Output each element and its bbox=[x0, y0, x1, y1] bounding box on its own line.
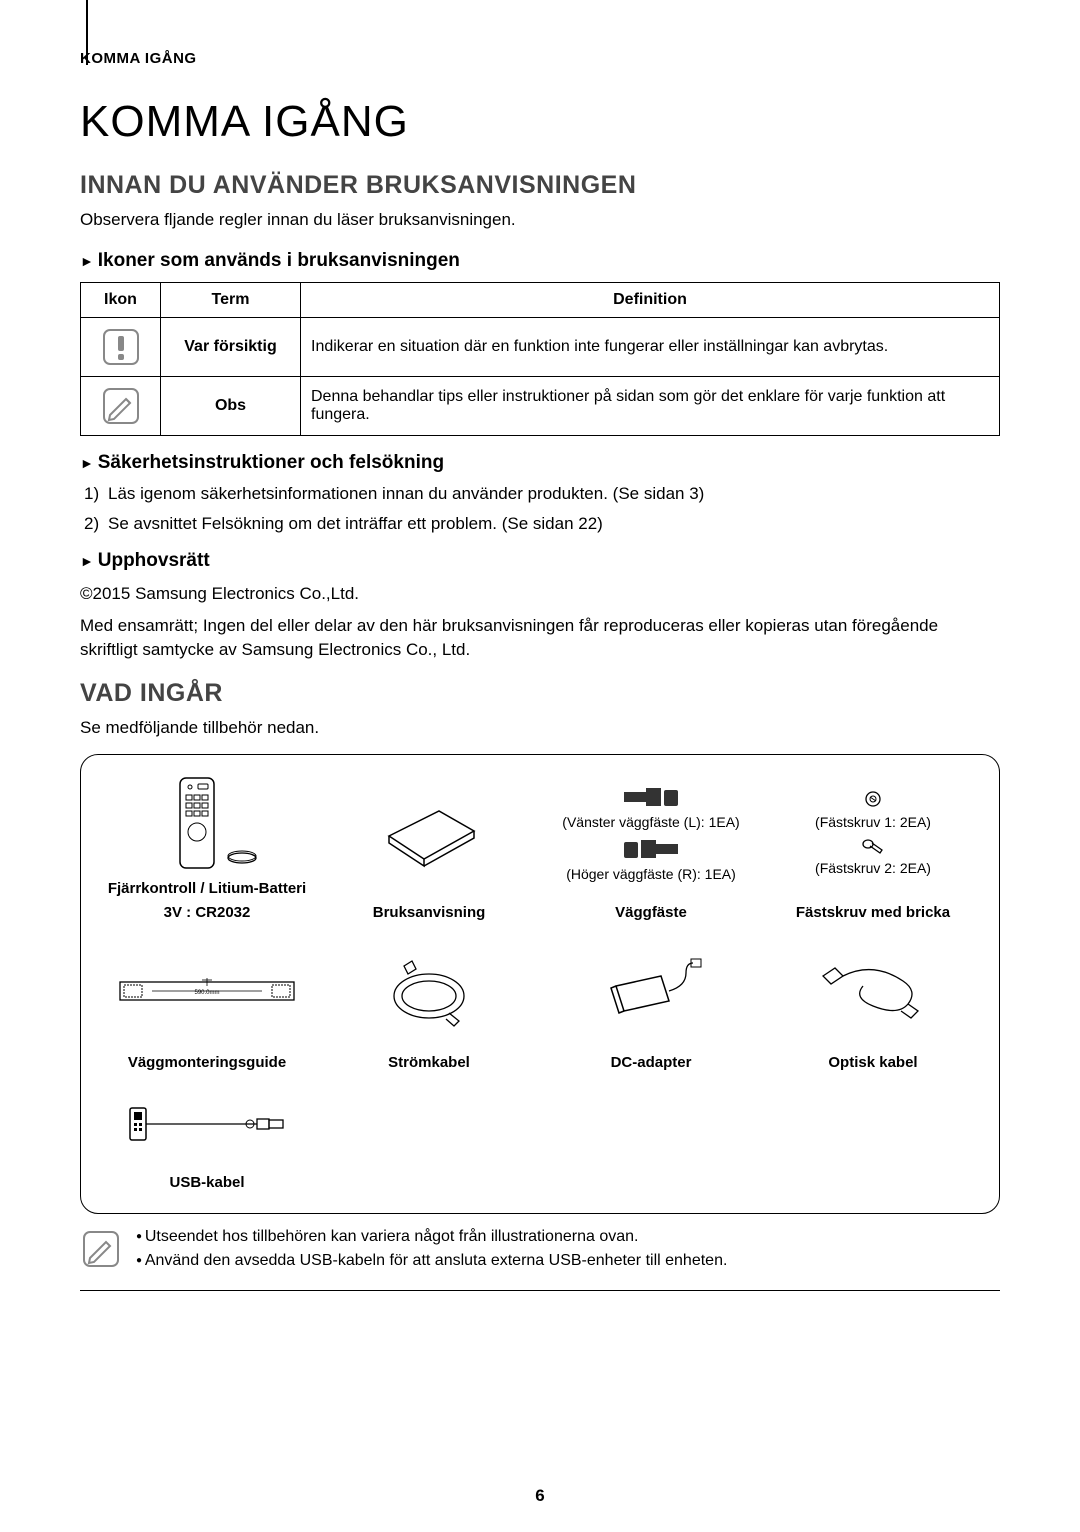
table-row: Var försiktig Indikerar en situation där… bbox=[81, 318, 1000, 377]
breadcrumb: KOMMA IGÅNG bbox=[80, 50, 1000, 67]
copyright-line2: Med ensamrätt; Ingen del eller delar av … bbox=[80, 614, 1000, 662]
wallmount-left-label: (Vänster väggfäste (L): 1EA) bbox=[562, 814, 739, 830]
section-heading-included: VAD INGÅR bbox=[80, 679, 1000, 708]
caution-term: Var försiktig bbox=[161, 318, 301, 377]
wallguide-icon: 590.0mm bbox=[112, 966, 302, 1016]
note-icon-cell bbox=[81, 377, 161, 436]
acc-label: Optisk kabel bbox=[828, 1054, 917, 1073]
page-title: KOMMA IGÅNG bbox=[80, 97, 1000, 147]
acc-optical: Optisk kabel bbox=[767, 933, 979, 1073]
acc-power: Strömkabel bbox=[323, 933, 535, 1073]
optical-cable-icon bbox=[813, 956, 933, 1026]
acc-wallguide: 590.0mm Väggmonteringsguide bbox=[101, 933, 313, 1073]
acc-label: Strömkabel bbox=[388, 1054, 470, 1073]
acc-label: Fjärrkontroll / Litium-Batteri bbox=[108, 880, 306, 899]
screw1-label: (Fästskruv 1: 2EA) bbox=[815, 814, 931, 830]
safety-list: 1)Läs igenom säkerhetsinformationen inna… bbox=[84, 484, 1000, 534]
acc-label: USB-kabel bbox=[169, 1174, 244, 1193]
caution-def: Indikerar en situation där en funktion i… bbox=[301, 318, 1000, 377]
acc-label: DC-adapter bbox=[611, 1054, 692, 1073]
sub-heading-copyright: Upphovsrätt bbox=[80, 550, 1000, 572]
section-heading-before-use: INNAN DU ANVÄNDER BRUKSANVISNINGEN bbox=[80, 171, 1000, 200]
acc-label: 3V : CR2032 bbox=[164, 904, 251, 923]
usb-cable-icon bbox=[122, 1098, 292, 1153]
remote-icon bbox=[142, 773, 272, 873]
acc-label: Fästskruv med bricka bbox=[796, 904, 950, 923]
note-icon bbox=[80, 1228, 122, 1270]
power-cable-icon bbox=[374, 951, 484, 1031]
acc-label: Väggmonteringsguide bbox=[128, 1054, 286, 1073]
table-row: Obs Denna behandlar tips eller instrukti… bbox=[81, 377, 1000, 436]
note-def: Denna behandlar tips eller instruktioner… bbox=[301, 377, 1000, 436]
icon-table: Ikon Term Definition Var försiktig Indik… bbox=[80, 282, 1000, 436]
acc-wallmount: (Vänster väggfäste (L): 1EA) (Höger vägg… bbox=[545, 773, 757, 923]
acc-remote: Fjärrkontroll / Litium-Batteri 3V : CR20… bbox=[101, 773, 313, 923]
notes-section: Utseendet hos tillbehören kan variera nå… bbox=[80, 1228, 1000, 1291]
caution-icon bbox=[100, 326, 142, 368]
sub-heading-safety: Säkerhetsinstruktioner och felsökning bbox=[80, 452, 1000, 474]
dc-adapter-icon bbox=[591, 951, 711, 1031]
wallmount-right-icon bbox=[616, 836, 686, 864]
acc-screws: (Fästskruv 1: 2EA) (Fästskruv 2: 2EA) Fä… bbox=[767, 773, 979, 923]
screw2-icon bbox=[858, 836, 888, 858]
list-item: 2)Se avsnittet Felsökning om det inträff… bbox=[84, 514, 1000, 534]
included-intro: Se medföljande tillbehör nedan. bbox=[80, 716, 1000, 740]
acc-label: Bruksanvisning bbox=[373, 904, 486, 923]
th-definition: Definition bbox=[301, 283, 1000, 318]
list-item: 1)Läs igenom säkerhetsinformationen inna… bbox=[84, 484, 1000, 504]
sub-heading-icons: Ikoner som används i bruksanvisningen bbox=[80, 250, 1000, 272]
acc-manual: Bruksanvisning bbox=[323, 773, 535, 923]
note-item: Utseendet hos tillbehören kan variera nå… bbox=[136, 1228, 727, 1246]
note-term: Obs bbox=[161, 377, 301, 436]
manual-icon bbox=[364, 791, 494, 881]
intro-text: Observera fljande regler innan du läser … bbox=[80, 210, 1000, 230]
corner-decoration bbox=[86, 0, 88, 65]
acc-dcadapter: DC-adapter bbox=[545, 933, 757, 1073]
th-term: Term bbox=[161, 283, 301, 318]
caution-icon-cell bbox=[81, 318, 161, 377]
acc-label: Väggfäste bbox=[615, 904, 687, 923]
accessories-box: Fjärrkontroll / Litium-Batteri 3V : CR20… bbox=[80, 754, 1000, 1214]
wallmount-left-icon bbox=[616, 784, 686, 812]
wallmount-right-label: (Höger väggfäste (R): 1EA) bbox=[566, 866, 736, 882]
acc-usb: USB-kabel bbox=[101, 1083, 313, 1193]
page-number: 6 bbox=[0, 1486, 1080, 1506]
copyright-line1: ©2015 Samsung Electronics Co.,Ltd. bbox=[80, 582, 1000, 606]
screw2-label: (Fästskruv 2: 2EA) bbox=[815, 860, 931, 876]
screw1-icon bbox=[858, 790, 888, 812]
note-icon bbox=[100, 385, 142, 427]
th-icon: Ikon bbox=[81, 283, 161, 318]
note-item: Använd den avsedda USB-kabeln för att an… bbox=[136, 1252, 727, 1270]
